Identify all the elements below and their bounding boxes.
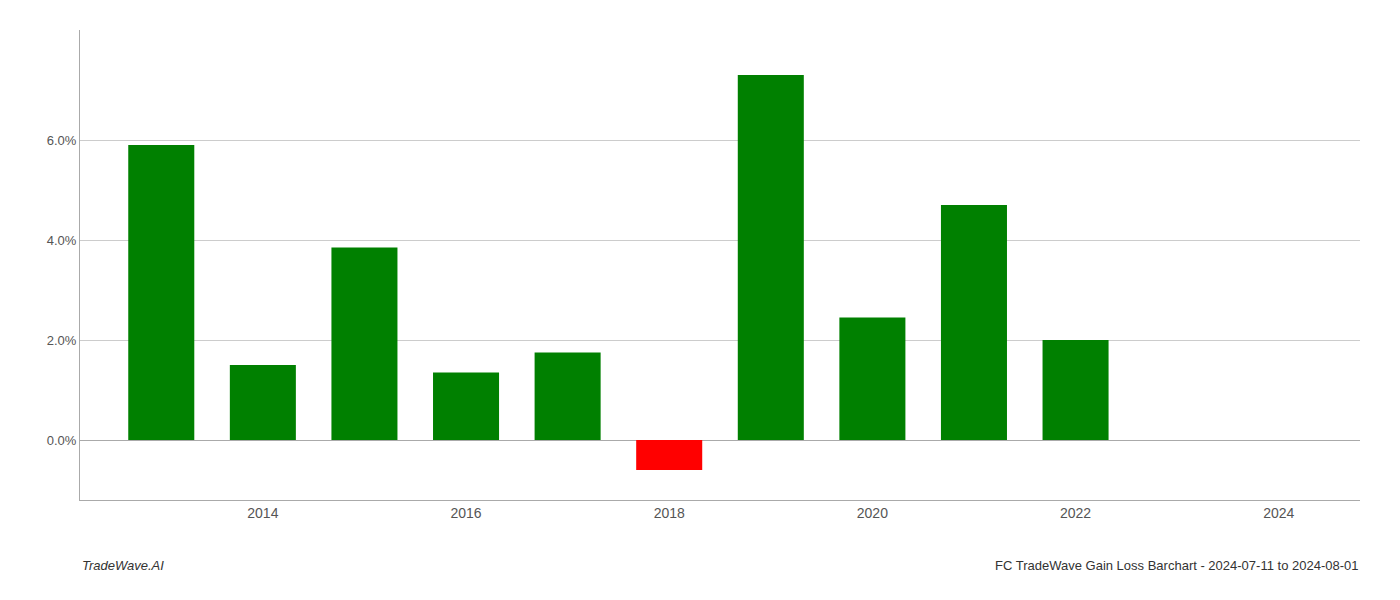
- svg-text:4.0%: 4.0%: [47, 233, 77, 248]
- svg-text:2018: 2018: [654, 505, 685, 521]
- svg-text:FC TradeWave Gain Loss Barchar: FC TradeWave Gain Loss Barchart - 2024-0…: [995, 558, 1358, 573]
- svg-text:2024: 2024: [1263, 505, 1294, 521]
- svg-text:2.0%: 2.0%: [47, 333, 77, 348]
- svg-text:2022: 2022: [1060, 505, 1091, 521]
- svg-text:TradeWave.AI: TradeWave.AI: [82, 558, 164, 573]
- svg-text:6.0%: 6.0%: [47, 133, 77, 148]
- svg-text:2020: 2020: [857, 505, 888, 521]
- svg-text:2014: 2014: [247, 505, 278, 521]
- svg-text:2016: 2016: [450, 505, 481, 521]
- svg-text:0.0%: 0.0%: [47, 433, 77, 448]
